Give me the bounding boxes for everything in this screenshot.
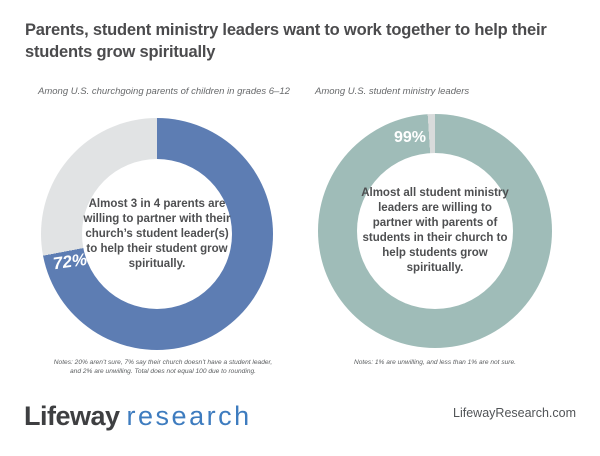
logo-lifeway-text: Lifeway [24, 401, 120, 431]
leaders-note: Notes: 1% are unwilling, and less than 1… [353, 359, 516, 366]
footer-url: LifewayResearch.com [453, 406, 576, 420]
leaders-percentage-label: 99% [394, 129, 427, 146]
parents-center-annotation-text: Almost 3 in 4 parents are willing to par… [83, 197, 231, 270]
leaders-center-annotation: Almost all student ministry leaders are … [318, 114, 552, 348]
parents-chart-subtitle: Among U.S. churchgoing parents of childr… [38, 86, 290, 97]
leaders-donut-chart: Almost all student ministry leaders are … [318, 114, 552, 348]
parents-donut-chart: Almost 3 in 4 parents are willing to par… [41, 118, 273, 350]
leaders-donut-hole [357, 153, 513, 309]
parents-center-annotation: Almost 3 in 4 parents are willing to par… [41, 118, 273, 350]
parents-donut-hole [82, 159, 232, 309]
leaders-center-annotation-text: Almost all student ministry leaders are … [361, 187, 509, 274]
parents-note: Notes: 20% aren’t sure, 7% say their chu… [53, 359, 273, 375]
lifeway-research-logo: Lifeway research [24, 401, 252, 432]
logo-research-text: research [126, 401, 252, 431]
page-title: Parents, student ministry leaders want t… [25, 21, 547, 61]
leaders-chart-subtitle: Among U.S. student ministry leaders [315, 86, 470, 97]
